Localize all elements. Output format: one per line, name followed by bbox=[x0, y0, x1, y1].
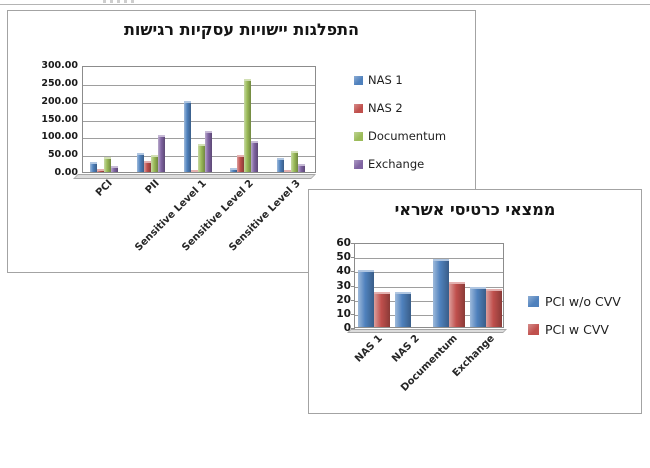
y-tick-label: 0.00 bbox=[54, 167, 78, 178]
gridline bbox=[355, 287, 503, 288]
chart-panel-credit-cards: ממצאי כרטיסי אשראי 0 10 20 30 40 50 60 NAS 1 NA… bbox=[308, 189, 642, 414]
bar-pci-w-o-cvv-documentum bbox=[433, 259, 449, 327]
y-tick-label: 250.00 bbox=[41, 78, 78, 89]
y-tick-label: 50 bbox=[336, 251, 351, 263]
bar-documentum-pci bbox=[104, 157, 111, 172]
bar-exchange-sensitive-level-3 bbox=[298, 164, 305, 172]
top-rule-line bbox=[0, 4, 650, 5]
gridline bbox=[355, 272, 503, 273]
bar-nas-1-sensitive-level-3 bbox=[277, 158, 284, 172]
y-tick-label: 50.00 bbox=[47, 149, 78, 160]
x-category-label: Exchange bbox=[450, 333, 497, 380]
legend-label-nas2: NAS 2 bbox=[368, 101, 403, 115]
y-tick-label: 30 bbox=[336, 280, 351, 292]
bar-pci-w-o-cvv-nas-1 bbox=[358, 270, 374, 327]
bar-nas-1-sensitive-level-2 bbox=[230, 168, 237, 172]
gridline bbox=[355, 315, 503, 316]
legend-swatch-documentum bbox=[354, 131, 363, 141]
legend-swatch-exchange bbox=[354, 159, 363, 169]
bar-nas-2-sensitive-level-1 bbox=[191, 170, 198, 172]
bar-documentum-pii bbox=[151, 155, 158, 172]
bar-nas-1-pii bbox=[137, 153, 144, 172]
y-tick-label: 10 bbox=[336, 308, 351, 320]
chart-title-credit-cards: ממצאי כרטיסי אשראי bbox=[394, 200, 556, 219]
legend-item-nas2: NAS 2 bbox=[354, 101, 446, 115]
gridline bbox=[355, 301, 503, 302]
legend-swatch-nas1 bbox=[354, 75, 363, 85]
y-tick-mark bbox=[351, 300, 355, 301]
legend-label-pci-wo-cvv: PCI w/o CVV bbox=[545, 294, 621, 309]
legend-swatch-pci-wo-cvv bbox=[528, 296, 539, 307]
y-tick-mark bbox=[351, 314, 355, 315]
cropped-text-remnant bbox=[103, 0, 135, 3]
bar-nas-2-pci bbox=[97, 169, 104, 172]
y-tick-mark bbox=[351, 286, 355, 287]
y-tick-label: 60 bbox=[336, 237, 351, 249]
gridline bbox=[83, 85, 315, 86]
chart-panel-sensitive-entities: התפלגות יישויות עסקיות רגישות 0.00 50.00 1… bbox=[7, 10, 476, 273]
bar-pci-w-o-cvv-exchange bbox=[470, 287, 486, 327]
bar-nas-2-sensitive-level-2 bbox=[237, 155, 244, 172]
bar-pci-w-cvv-nas-1 bbox=[374, 292, 390, 327]
x-category-label: Sensitive Level 2 bbox=[180, 178, 256, 254]
plot-area-sensitive-entities bbox=[82, 66, 316, 173]
chart-title-sensitive-entities: התפלגות יישויות עסקיות רגישות bbox=[123, 20, 360, 39]
bar-nas-1-sensitive-level-1 bbox=[184, 101, 191, 172]
chart-floor bbox=[347, 329, 507, 333]
legend-swatch-pci-w-cvv bbox=[528, 324, 539, 335]
legend-label-exchange: Exchange bbox=[368, 157, 425, 171]
y-tick-label: 0 bbox=[343, 322, 351, 334]
bar-documentum-sensitive-level-3 bbox=[291, 151, 298, 172]
bar-documentum-sensitive-level-2 bbox=[244, 79, 251, 172]
y-tick-label: 100.00 bbox=[41, 131, 78, 142]
gridline bbox=[83, 103, 315, 104]
bar-pci-w-o-cvv-nas-2 bbox=[395, 292, 411, 327]
legend-swatch-nas2 bbox=[354, 103, 363, 113]
y-tick-label: 20 bbox=[336, 294, 351, 306]
plot-area-credit-cards bbox=[354, 243, 504, 328]
legend-label-documentum: Documentum bbox=[368, 129, 447, 143]
bar-pci-w-cvv-exchange bbox=[486, 289, 502, 327]
bar-pci-w-cvv-documentum bbox=[449, 282, 465, 327]
bar-nas-2-sensitive-level-3 bbox=[284, 170, 291, 172]
legend-item-documentum: Documentum bbox=[354, 129, 446, 143]
gridline bbox=[83, 138, 315, 139]
y-tick-label: 40 bbox=[336, 265, 351, 277]
legend-item-pci-w-cvv: PCI w CVV bbox=[528, 322, 621, 337]
y-tick-mark bbox=[351, 257, 355, 258]
gridline bbox=[83, 121, 315, 122]
legend-label-pci-w-cvv: PCI w CVV bbox=[545, 322, 609, 337]
y-tick-mark bbox=[351, 271, 355, 272]
legend-credit-cards: PCI w/o CVV PCI w CVV bbox=[528, 294, 621, 337]
chart-floor bbox=[73, 174, 316, 179]
bar-exchange-sensitive-level-2 bbox=[251, 141, 258, 172]
y-tick-mark bbox=[351, 243, 355, 244]
y-tick-label: 150.00 bbox=[41, 114, 78, 125]
y-tick-label: 200.00 bbox=[41, 96, 78, 107]
legend-item-nas1: NAS 1 bbox=[354, 73, 446, 87]
bar-exchange-pci bbox=[111, 166, 118, 172]
bar-nas-2-pii bbox=[144, 161, 151, 172]
legend-label-nas1: NAS 1 bbox=[368, 73, 403, 87]
legend-sensitive-entities: NAS 1 NAS 2 Documentum Exchange bbox=[354, 73, 446, 171]
y-tick-mark bbox=[351, 328, 355, 329]
bar-exchange-sensitive-level-1 bbox=[205, 131, 212, 172]
legend-item-pci-wo-cvv: PCI w/o CVV bbox=[528, 294, 621, 309]
y-tick-label: 300.00 bbox=[41, 60, 78, 71]
bar-nas-1-pci bbox=[90, 162, 97, 172]
legend-item-exchange: Exchange bbox=[354, 157, 446, 171]
bar-exchange-pii bbox=[158, 135, 165, 172]
gridline bbox=[355, 258, 503, 259]
bar-documentum-sensitive-level-1 bbox=[198, 144, 205, 172]
